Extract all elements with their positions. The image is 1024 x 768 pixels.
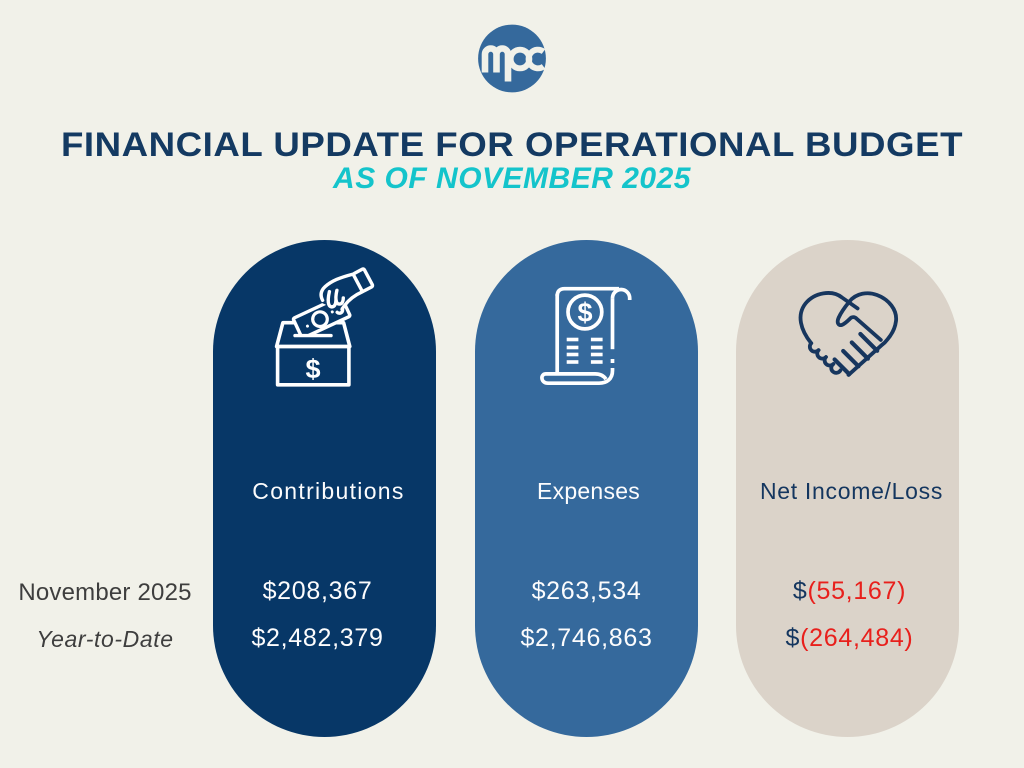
svg-text:$: $: [305, 354, 320, 384]
svg-text:$: $: [577, 298, 592, 328]
